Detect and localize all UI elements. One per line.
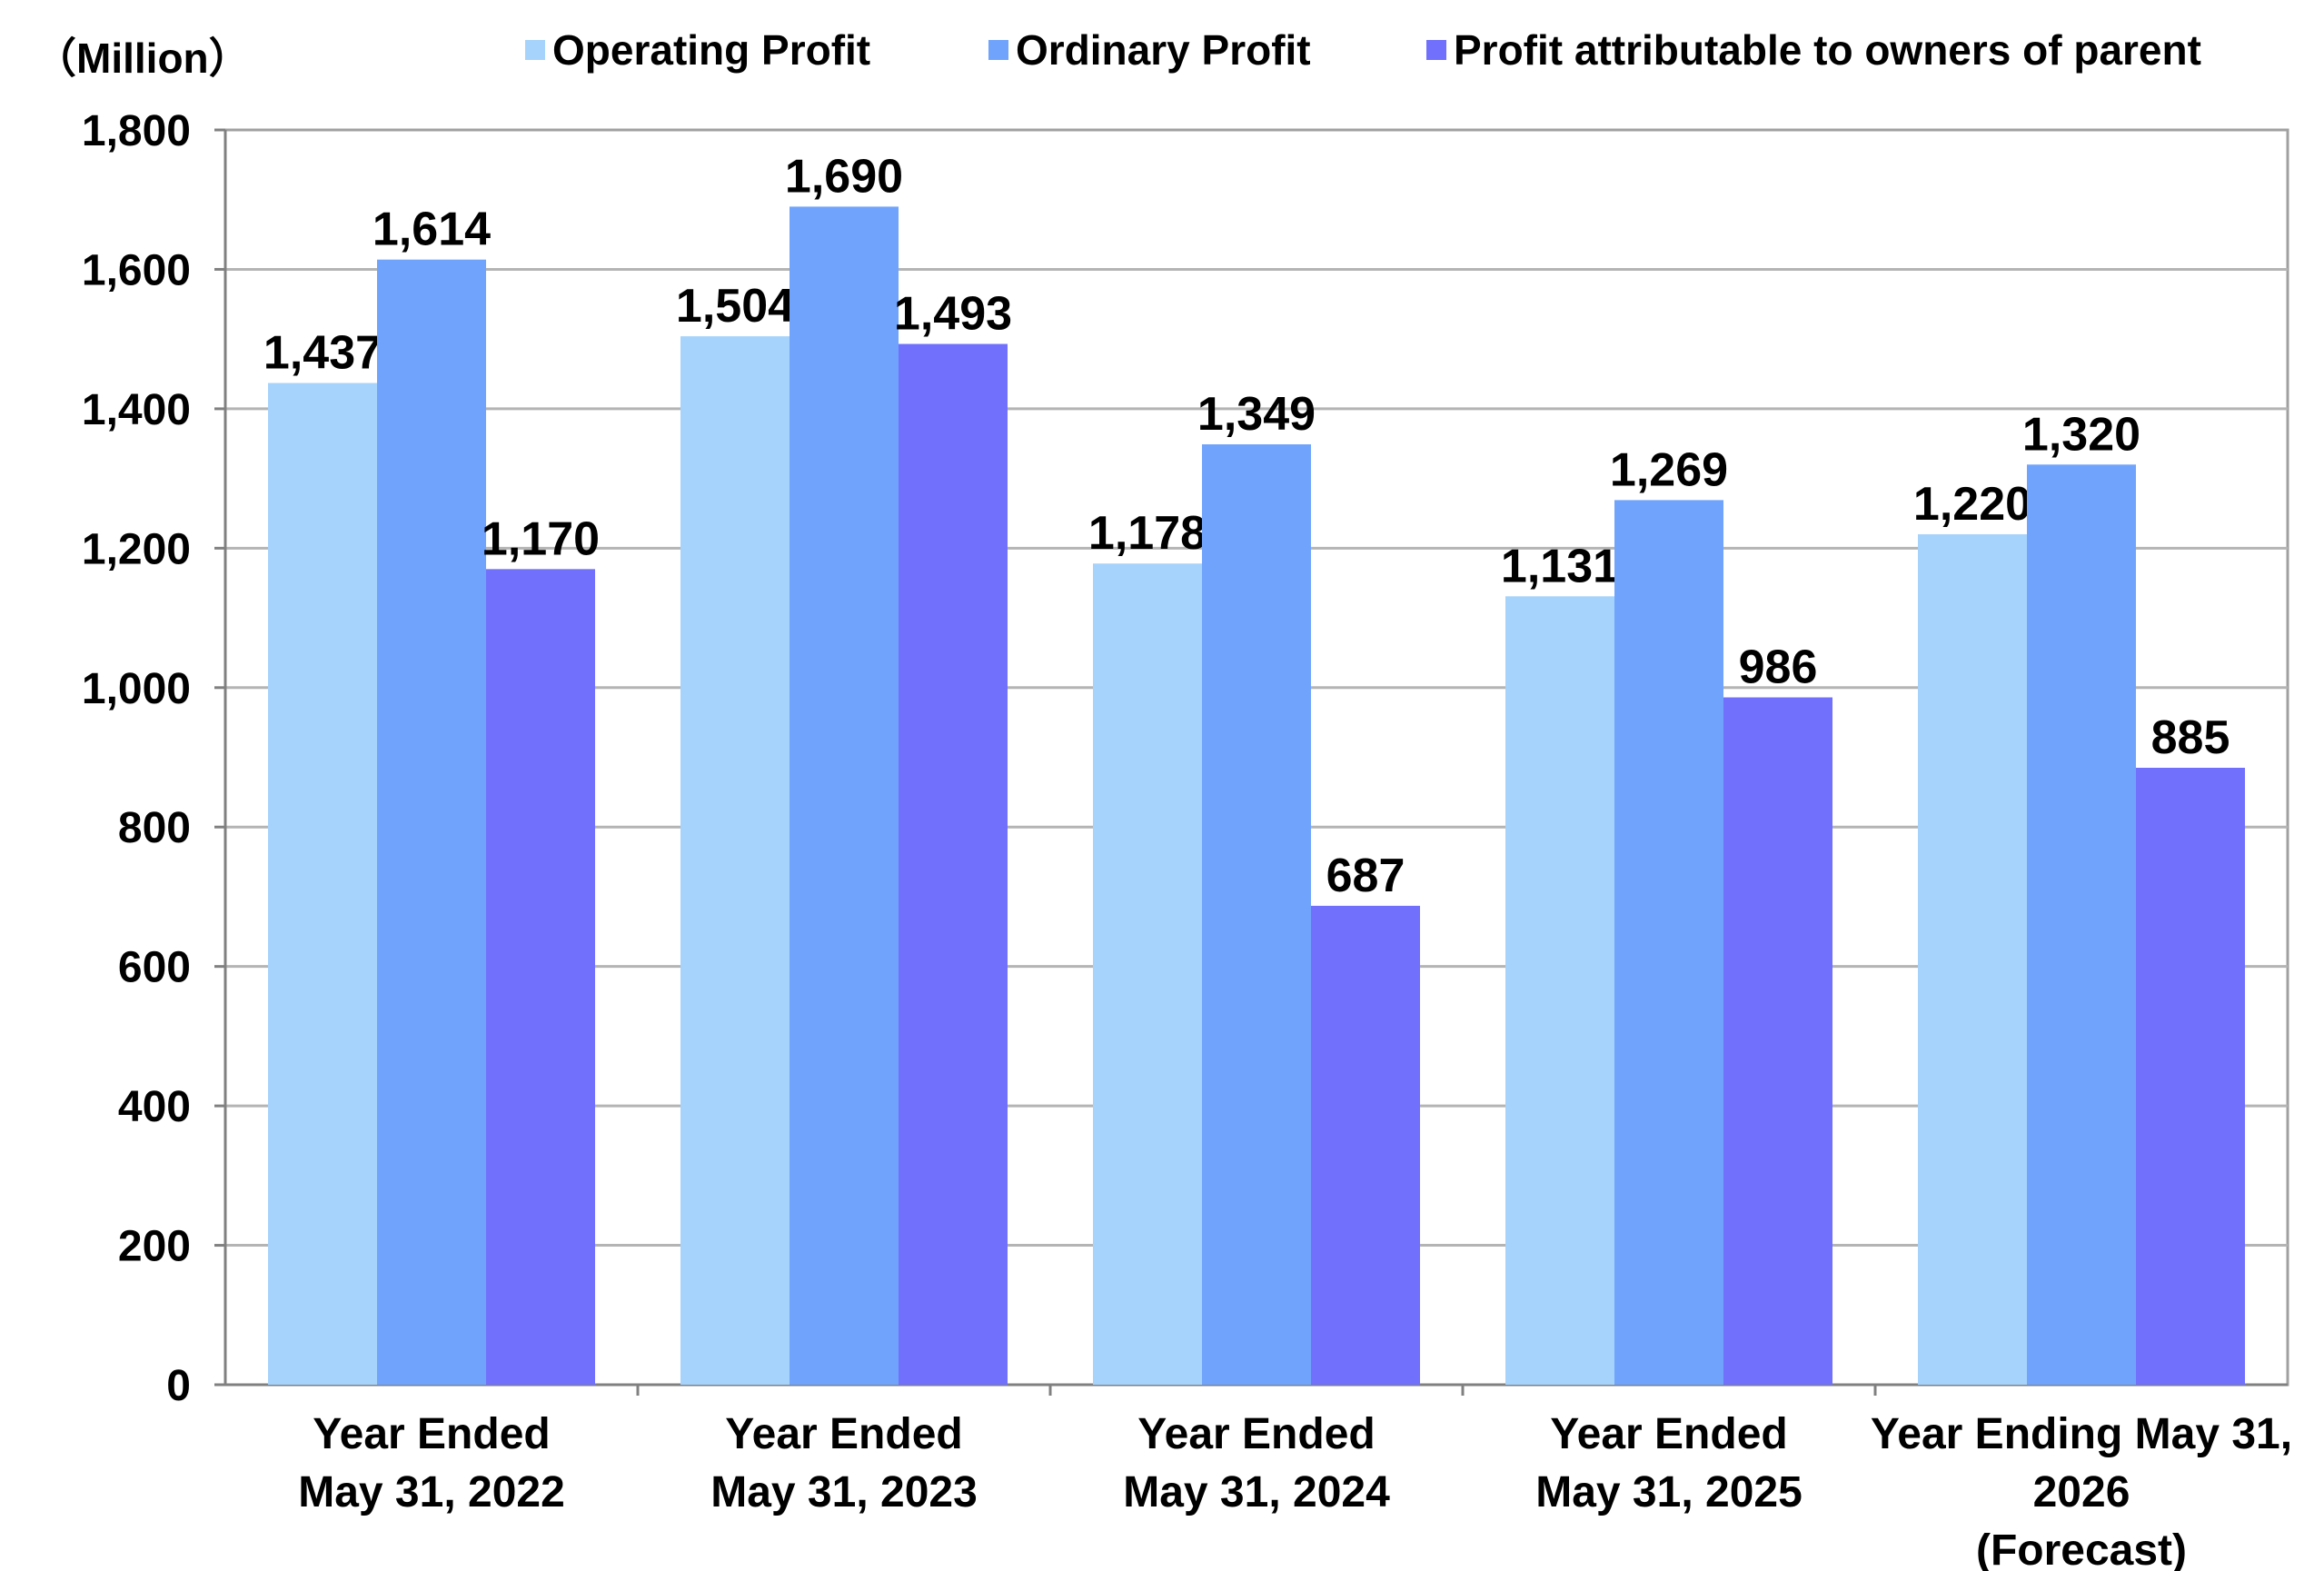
x-tick-label: May 31, 2025: [1535, 1468, 1803, 1516]
data-label: 1,493: [894, 288, 1012, 341]
data-label: 1,614: [372, 204, 491, 256]
x-tick-label: Year Ending May 31,: [1871, 1410, 2292, 1458]
data-label: 1,690: [785, 150, 903, 203]
x-tick-label: 2026: [2033, 1468, 2130, 1516]
x-tick-label: Year Ended: [313, 1410, 550, 1458]
bar: [2027, 464, 2136, 1385]
legend: Operating Profit Ordinary Profit Profit …: [0, 22, 2324, 85]
data-label: 1,220: [1913, 478, 2031, 531]
x-tick-label: Year Ended: [1550, 1410, 1787, 1458]
x-tick-label: May 31, 2023: [710, 1468, 978, 1516]
legend-swatch-ordinary-profit: [988, 40, 1008, 60]
y-tick-label: 1,200: [82, 525, 191, 573]
bar: [899, 343, 1008, 1385]
data-label: 1,269: [1610, 443, 1728, 496]
x-tick-label: May 31, 2024: [1123, 1468, 1390, 1516]
x-tick-label: Year Ended: [1137, 1410, 1375, 1458]
x-tick-label: May 31, 2022: [298, 1468, 565, 1516]
bar: [2136, 768, 2245, 1385]
bar: [1614, 500, 1723, 1385]
legend-label-profit-attributable: Profit attributable to owners of parent: [1454, 26, 2201, 74]
x-tick-label: Year Ended: [725, 1410, 962, 1458]
bar: [790, 206, 899, 1386]
x-tick-label: (Forecast): [1976, 1526, 2187, 1571]
data-label: 885: [2151, 711, 2230, 764]
legend-item-profit-attributable: Profit attributable to owners of parent: [1426, 25, 2201, 75]
bar: [1202, 444, 1311, 1385]
data-label: 1,178: [1088, 507, 1207, 560]
y-tick-label: 0: [166, 1362, 191, 1410]
data-label: 1,504: [676, 280, 794, 333]
bar: [268, 383, 377, 1385]
data-label: 687: [1326, 850, 1405, 902]
y-tick-label: 800: [118, 804, 191, 852]
legend-swatch-profit-attributable: [1426, 40, 1446, 60]
bar: [1505, 596, 1614, 1385]
y-tick-label: 1,000: [82, 665, 191, 713]
bar: [486, 569, 595, 1385]
bar: [1723, 697, 1832, 1385]
data-label: 986: [1739, 641, 1818, 694]
legend-swatch-operating-profit: [525, 40, 545, 60]
data-label: 1,349: [1197, 388, 1316, 441]
y-tick-label: 1,600: [82, 246, 191, 294]
legend-item-ordinary-profit: Ordinary Profit: [988, 25, 1311, 75]
data-label: 1,320: [2022, 408, 2140, 461]
y-tick-label: 200: [118, 1223, 191, 1271]
legend-label-ordinary-profit: Ordinary Profit: [1016, 26, 1311, 74]
y-tick-label: 400: [118, 1083, 191, 1131]
y-tick-label: 1,800: [82, 107, 191, 155]
legend-label-operating-profit: Operating Profit: [552, 26, 871, 74]
data-label: 1,437: [263, 327, 382, 380]
bar: [1093, 563, 1202, 1385]
bar: [1918, 533, 2027, 1385]
bar: [1311, 905, 1420, 1385]
bar: [680, 336, 790, 1385]
y-tick-label: 1,400: [82, 386, 191, 434]
y-tick-label: 600: [118, 944, 191, 992]
unit-label: （Million）: [35, 35, 251, 82]
data-label: 1,170: [482, 512, 600, 565]
data-label: 1,131: [1501, 540, 1619, 592]
legend-item-operating-profit: Operating Profit: [525, 25, 870, 75]
bar: [377, 259, 486, 1385]
